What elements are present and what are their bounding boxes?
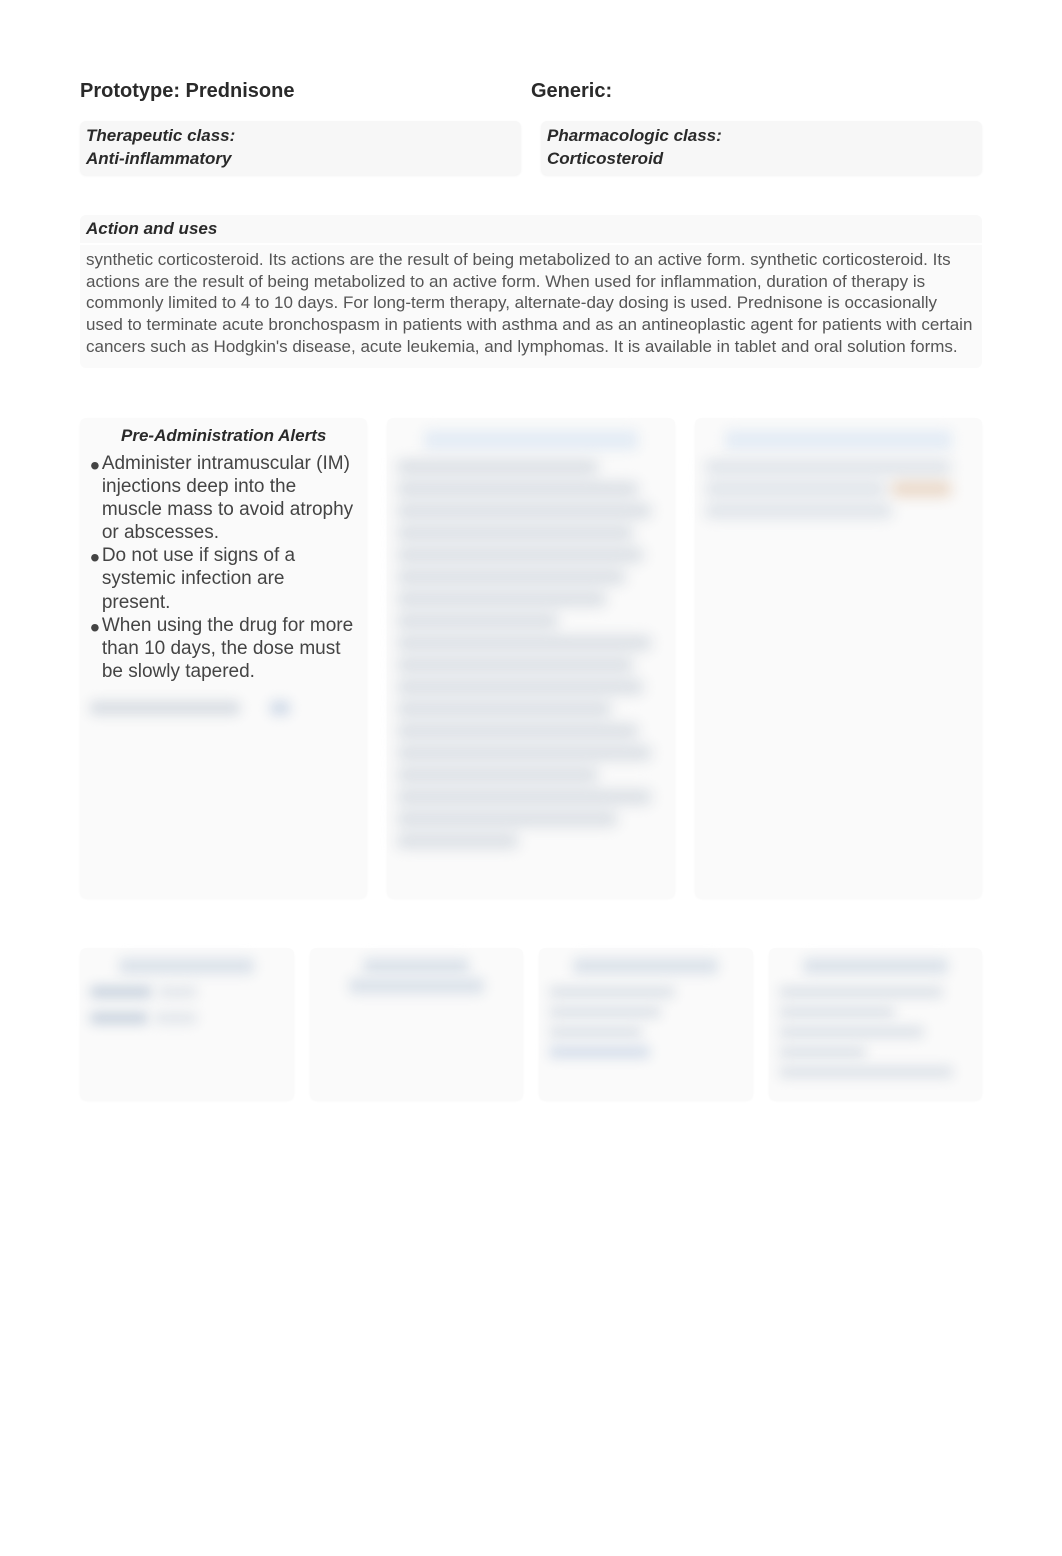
blurred-value [154,1012,197,1024]
blurred-line [705,504,892,518]
pre-admin-alerts-col: Pre-Administration Alerts • Administer i… [80,418,367,898]
blurred-value [158,986,197,998]
bottom-col-1 [80,948,294,1100]
blurred-line [549,1006,661,1018]
blurred-row [90,986,284,998]
blurred-line [779,1046,866,1058]
blurred-line [779,1006,895,1018]
prototype-title: Prototype: Prednisone [80,80,531,103]
action-section: Action and uses synthetic corticosteroid… [80,215,982,368]
blurred-line [397,658,632,672]
bottom-col-2 [310,948,524,1100]
blurred-line [397,746,651,760]
alert-item-2: • Do not use if signs of a systemic infe… [90,544,357,614]
class-row: Therapeutic class: Anti-inflammatory Pha… [80,121,982,175]
blurred-line [397,680,643,694]
blurred-line [549,1046,650,1058]
therapeutic-class-label: Therapeutic class: [86,125,515,148]
blurred-line [397,482,638,496]
blurred-line [397,636,651,650]
pharmacologic-class-value: Corticosteroid [547,148,976,171]
blurred-line [779,1066,953,1078]
generic-title: Generic: [531,80,982,103]
pre-admin-alerts-body: • Administer intramuscular (IM) injectio… [90,452,357,684]
blurred-line [397,834,517,848]
blurred-line [705,482,887,496]
pre-admin-alerts-header: Pre-Administration Alerts [90,426,357,446]
blurred-line [397,768,597,782]
bottom-col-3 [539,948,753,1100]
alerts-row: Pre-Administration Alerts • Administer i… [80,418,982,898]
blurred-label [90,701,240,715]
alert-text-2: Do not use if signs of a systemic infect… [102,544,358,614]
blurred-row [90,1012,284,1024]
blurred-line [397,526,632,540]
blurred-line [397,614,557,628]
document-header: Prototype: Prednisone Generic: [80,80,982,103]
pharmacologic-class-label: Pharmacologic class: [547,125,976,148]
blurred-label [90,986,152,998]
action-body: synthetic corticosteroid. Its actions ar… [80,245,982,368]
blurred-line [705,460,951,474]
blurred-line [397,592,606,606]
alert-text-1: Administer intramuscular (IM) injections… [102,452,358,545]
blurred-body [397,460,664,848]
blurred-line [397,570,624,584]
therapeutic-class-cell: Therapeutic class: Anti-inflammatory [80,121,521,175]
blurred-header [573,958,718,974]
bottom-col-4 [769,948,983,1100]
blurred-header [119,958,254,974]
blurred-header [725,430,952,450]
blurred-line [397,702,611,716]
blurred-line [779,1026,924,1038]
blurred-line-highlight [892,482,951,496]
blurred-line [397,812,616,826]
blurred-label [90,1012,148,1024]
blurred-line [397,548,643,562]
bullet-icon: • [90,614,102,684]
blurred-line [397,790,651,804]
blurred-value [270,701,290,715]
blurred-col-3 [695,418,982,898]
blurred-line [549,986,675,998]
blurred-header [349,978,484,994]
blurred-body [705,460,972,518]
blurred-line [397,724,638,738]
blurred-line [397,504,651,518]
action-header: Action and uses [80,215,982,243]
blurred-header [424,430,638,450]
blurred-header [363,958,469,974]
bottom-table [80,948,982,1100]
alert-item-3: • When using the drug for more than 10 d… [90,614,357,684]
pregnancy-category-row [90,701,357,715]
therapeutic-class-value: Anti-inflammatory [86,148,515,171]
pharmacologic-class-cell: Pharmacologic class: Corticosteroid [541,121,982,175]
bullet-icon: • [90,452,102,545]
bullet-icon: • [90,544,102,614]
blurred-line [549,1026,642,1038]
blurred-header [803,958,948,974]
blurred-col-2 [387,418,674,898]
alert-item-1: • Administer intramuscular (IM) injectio… [90,452,357,545]
alert-text-3: When using the drug for more than 10 day… [102,614,358,684]
blurred-line [779,986,943,998]
blurred-line [397,460,597,474]
